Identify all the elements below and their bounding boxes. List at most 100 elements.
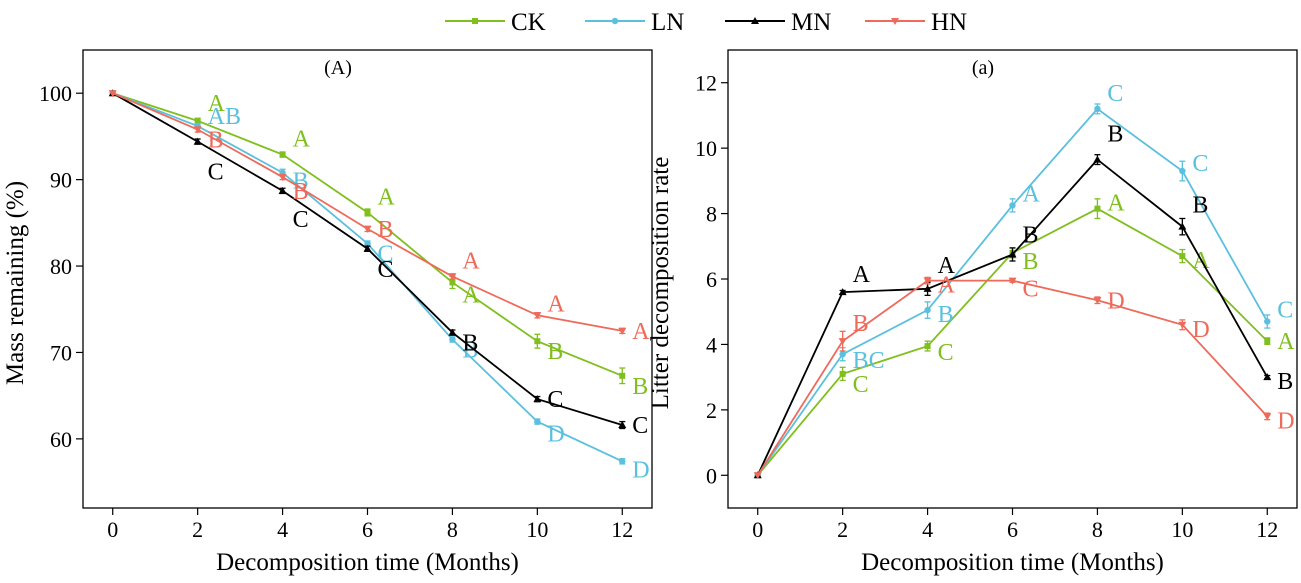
data-point bbox=[1264, 318, 1271, 325]
significance-letter: B bbox=[547, 339, 563, 365]
significance-letter: C bbox=[378, 242, 394, 268]
significance-letter: A bbox=[938, 253, 956, 279]
panel-mass-remaining: 0 2 4 6 8 10 12 60 70 80 90 100 Decomposition time (… bbox=[2, 49, 653, 576]
significance-letter: A bbox=[1107, 191, 1125, 217]
data-point bbox=[1263, 373, 1272, 381]
legend-item-hn: HN bbox=[865, 9, 967, 36]
significance-letter: B bbox=[462, 331, 478, 357]
data-point bbox=[753, 472, 762, 480]
x-tick-label: 12 bbox=[1256, 517, 1278, 542]
legend-marker-ck bbox=[472, 18, 478, 24]
series-line-ck bbox=[112, 92, 623, 377]
data-point bbox=[839, 370, 846, 377]
data-point bbox=[278, 186, 287, 194]
series-line-mn bbox=[112, 92, 623, 426]
panel-label: (A) bbox=[324, 57, 352, 79]
data-point bbox=[1179, 167, 1186, 175]
significance-letter: C bbox=[853, 372, 869, 398]
data-point bbox=[279, 151, 286, 158]
data-point bbox=[194, 117, 201, 124]
data-point bbox=[363, 225, 372, 233]
significance-letter: B bbox=[853, 311, 869, 337]
legend-marker-mn bbox=[751, 17, 759, 24]
y-tick-label: 0 bbox=[706, 463, 717, 488]
data-point bbox=[108, 90, 117, 98]
significance-letter: B bbox=[1192, 193, 1208, 219]
significance-letter: B bbox=[293, 179, 309, 205]
significance-letter: A bbox=[378, 184, 396, 210]
significance-letter: A bbox=[462, 248, 480, 274]
x-axis-title: Decomposition time (Months) bbox=[216, 549, 519, 576]
significance-letter: C bbox=[938, 340, 954, 366]
data-point bbox=[534, 418, 541, 425]
legend-marker-ln bbox=[611, 17, 619, 25]
data-point bbox=[533, 312, 542, 320]
data-point bbox=[1094, 205, 1101, 212]
data-point bbox=[1093, 155, 1102, 163]
data-point bbox=[839, 351, 846, 358]
data-point bbox=[923, 284, 932, 292]
significance-letter: B bbox=[1277, 369, 1293, 395]
series-line-ln bbox=[756, 107, 1269, 476]
significance-letter: C bbox=[1107, 81, 1123, 107]
legend-item-ln: LN bbox=[585, 9, 684, 36]
y-tick-label: 100 bbox=[39, 81, 72, 106]
data-point bbox=[1008, 277, 1017, 285]
data-point bbox=[448, 328, 457, 336]
y-tick-label: 10 bbox=[695, 136, 717, 161]
data-point bbox=[1094, 105, 1101, 113]
series-hn: BA C DDD bbox=[753, 273, 1295, 480]
data-point bbox=[838, 288, 847, 296]
data-point bbox=[1093, 297, 1102, 305]
significance-letter: BC bbox=[853, 348, 885, 374]
significance-letter: C bbox=[1277, 298, 1293, 324]
significance-letter: B bbox=[1107, 122, 1123, 148]
data-point bbox=[838, 338, 847, 346]
x-tick-label: 6 bbox=[362, 517, 373, 542]
data-point bbox=[1264, 338, 1271, 345]
y-tick-label: 8 bbox=[706, 202, 717, 227]
significance-letter: B bbox=[938, 302, 954, 328]
legend-item-ck: CK bbox=[445, 9, 546, 36]
data-point bbox=[619, 458, 626, 465]
data-point bbox=[448, 273, 457, 281]
data-point bbox=[923, 277, 932, 285]
significance-letter: B bbox=[208, 128, 224, 154]
data-point bbox=[193, 137, 202, 145]
data-point bbox=[1009, 202, 1016, 209]
x-tick-label: 8 bbox=[447, 517, 458, 542]
y-tick-label: 2 bbox=[706, 398, 717, 423]
x-tick-label: 12 bbox=[611, 517, 633, 542]
data-point bbox=[924, 343, 931, 350]
data-point bbox=[363, 244, 372, 252]
legend-label-ck: CK bbox=[511, 9, 546, 36]
significance-letter: A bbox=[938, 273, 956, 299]
y-axis-title: Litter decomposition rate bbox=[647, 157, 674, 410]
significance-letter: C bbox=[208, 160, 224, 186]
x-tick-label: 6 bbox=[1007, 517, 1018, 542]
data-point bbox=[1178, 222, 1187, 230]
legend-label-mn: MN bbox=[791, 9, 831, 36]
data-point bbox=[1178, 321, 1187, 329]
significance-letter: D bbox=[1192, 317, 1209, 343]
significance-letter: C bbox=[1192, 151, 1208, 177]
plot-frame bbox=[82, 49, 653, 509]
significance-letter: B bbox=[1023, 249, 1039, 275]
significance-letter: A bbox=[632, 319, 650, 345]
x-tick-label: 0 bbox=[107, 517, 118, 542]
data-point bbox=[364, 209, 371, 216]
data-point bbox=[618, 327, 627, 335]
y-tick-label: 60 bbox=[50, 427, 72, 452]
panel-label: (a) bbox=[972, 57, 994, 79]
legend-marker-hn bbox=[891, 18, 899, 25]
data-point bbox=[364, 240, 371, 247]
data-point bbox=[193, 126, 202, 134]
data-point bbox=[278, 174, 287, 182]
data-point bbox=[534, 338, 541, 345]
y-tick-label: 70 bbox=[50, 340, 72, 365]
data-point bbox=[1179, 253, 1186, 260]
